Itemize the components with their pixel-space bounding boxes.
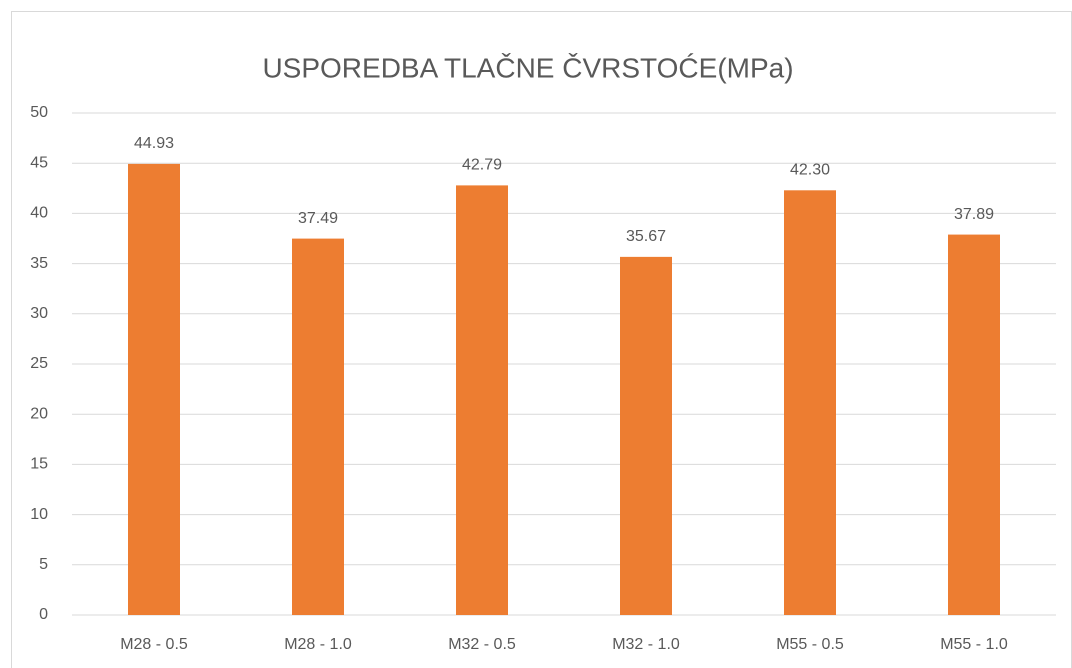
y-tick-label: 30 (30, 305, 48, 322)
bar (784, 190, 836, 616)
x-tick-label: M32 - 1.0 (612, 636, 680, 653)
value-label: 37.49 (298, 210, 338, 227)
chart-title: USPOREDBA TLAČNE ČVRSTOĆE(MPa) (262, 52, 793, 83)
y-tick-label: 5 (39, 556, 48, 573)
x-tick-label: M55 - 1.0 (940, 636, 1008, 653)
y-tick-label: 40 (30, 205, 48, 222)
value-label: 44.93 (134, 135, 174, 152)
x-tick-label: M32 - 0.5 (448, 636, 516, 653)
y-tick-label: 20 (30, 405, 48, 422)
bar (456, 185, 508, 615)
y-tick-label: 45 (30, 154, 48, 171)
chart-border (11, 11, 1072, 668)
value-label: 37.89 (954, 206, 994, 223)
y-tick-label: 25 (30, 355, 48, 372)
bar (128, 163, 180, 615)
y-tick-label: 0 (39, 606, 48, 623)
bar (948, 234, 1000, 615)
x-tick-label: M55 - 0.5 (776, 636, 844, 653)
value-label: 42.79 (462, 157, 502, 174)
x-tick-label: M28 - 0.5 (120, 636, 188, 653)
x-tick-label: M28 - 1.0 (284, 636, 352, 653)
y-tick-label: 15 (30, 456, 48, 473)
y-tick-label: 35 (30, 255, 48, 272)
y-tick-label: 10 (30, 506, 48, 523)
y-tick-label: 50 (30, 104, 48, 121)
bar (292, 238, 344, 615)
value-label: 35.67 (626, 228, 666, 245)
bar (620, 256, 672, 615)
value-label: 42.30 (790, 162, 830, 179)
